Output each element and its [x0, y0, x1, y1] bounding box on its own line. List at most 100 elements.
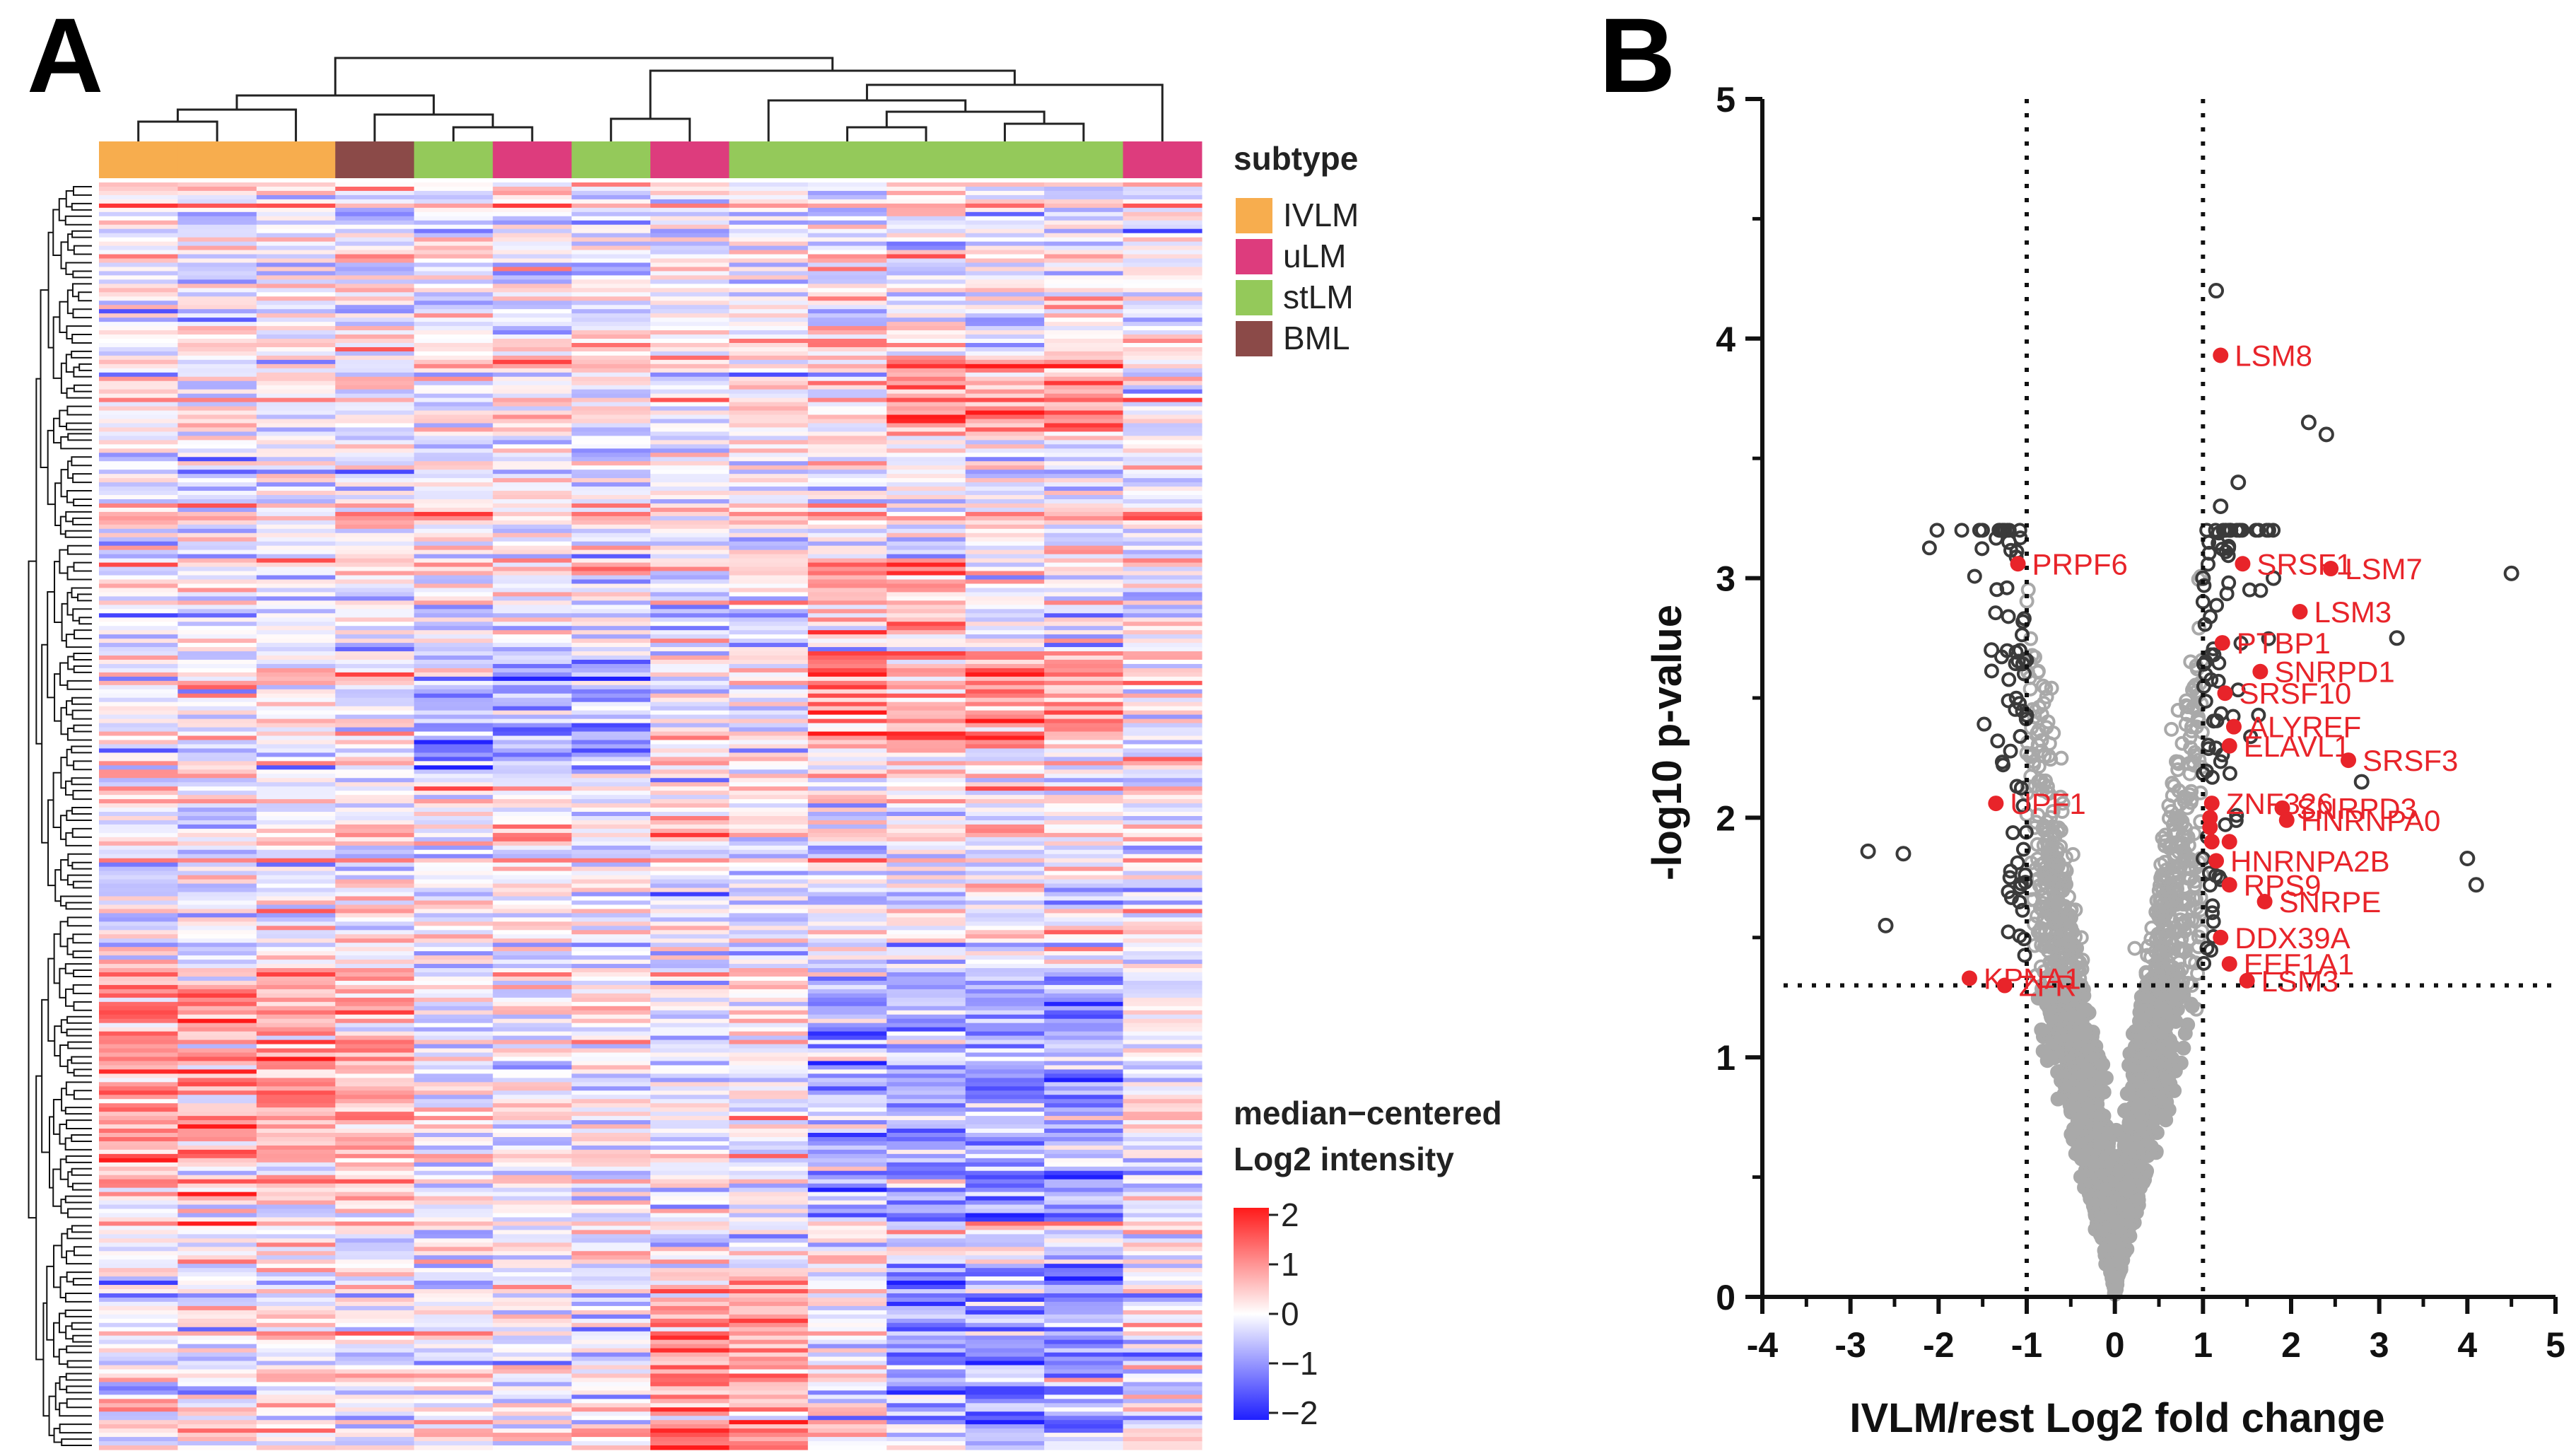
heatmap-cell [99, 862, 179, 868]
heatmap-cell [807, 1289, 887, 1294]
heatmap-cell [256, 1259, 336, 1264]
heatmap-cell [414, 1183, 493, 1189]
heatmap-cell [177, 913, 257, 918]
heatmap-cell [729, 284, 809, 289]
heatmap-cell [335, 1006, 415, 1011]
heatmap-cell [965, 816, 1045, 821]
heatmap-cell [493, 731, 573, 737]
heatmap-cell [886, 639, 966, 643]
heatmap-cell [99, 1318, 179, 1324]
heatmap-cell [650, 470, 730, 474]
heatmap-cell [1044, 663, 1124, 669]
heatmap-cell [493, 579, 573, 585]
heatmap-cell [99, 558, 179, 564]
dendrogram-link [66, 1119, 92, 1130]
heatmap-cell [177, 976, 257, 982]
heatmap-cell [650, 372, 730, 378]
heatmap-cell [571, 1187, 651, 1193]
heatmap-cell [886, 376, 966, 382]
heatmap-cell [1123, 1175, 1202, 1180]
heatmap-cell [493, 1255, 573, 1260]
dendrogram-link [28, 560, 37, 1219]
heatmap-cell [335, 984, 415, 990]
dendrogram-link [64, 1309, 92, 1317]
heatmap-cell [965, 1039, 1045, 1045]
heatmap-cell [1044, 440, 1124, 445]
heatmap-cell [886, 389, 966, 395]
heatmap-cell [414, 1112, 493, 1117]
heatmap-cell [414, 194, 493, 200]
heatmap-cell [99, 1129, 179, 1134]
heatmap-cell [729, 554, 809, 559]
heatmap-cell [650, 714, 730, 720]
heatmap-cell [1044, 355, 1124, 361]
heatmap-cell [1123, 1293, 1202, 1298]
heatmap-cell [807, 892, 887, 897]
heatmap-cell [1123, 491, 1202, 496]
heatmap-cell [493, 520, 573, 525]
heatmap-cell [177, 1069, 257, 1074]
heatmap-cell [1123, 495, 1202, 500]
heatmap-cell [493, 921, 573, 926]
heatmap-cell [335, 334, 415, 339]
heatmap-cell [99, 744, 179, 750]
heatmap-cell [1123, 1365, 1202, 1370]
heatmap-cell [650, 900, 730, 906]
heatmap-cell [650, 524, 730, 530]
heatmap-cell [177, 1116, 257, 1121]
heatmap-cell [1044, 245, 1124, 251]
heatmap-cell [650, 376, 730, 382]
heatmap-cell [886, 634, 966, 639]
heatmap-cell [807, 1217, 887, 1223]
heatmap-cell [571, 1001, 651, 1007]
heatmap-cell [729, 909, 809, 914]
heatmap-cell [807, 812, 887, 817]
heatmap-cell [1044, 727, 1124, 733]
heatmap-cell [807, 706, 887, 711]
heatmap-cell [650, 972, 730, 977]
heatmap-cell [177, 309, 257, 314]
heatmap-cell [335, 368, 415, 373]
heatmap-cell [493, 245, 573, 251]
heatmap-cell [1123, 1145, 1202, 1151]
heatmap-cell [414, 1014, 493, 1020]
heatmap-cell [99, 427, 179, 433]
heatmap-cell [807, 1310, 887, 1315]
heatmap-cell [414, 436, 493, 441]
heatmap-cell [1123, 1153, 1202, 1159]
heatmap-cell [650, 186, 730, 192]
heatmap-cell [886, 1386, 966, 1391]
heatmap-cell [1044, 1078, 1124, 1083]
heatmap-cell [1044, 1090, 1124, 1095]
heatmap-cell [414, 968, 493, 973]
colorbar-tick-2: 2 [1281, 1196, 1299, 1233]
heatmap-cell [493, 1318, 573, 1324]
heatmap-cell [729, 318, 809, 322]
heatmap-cell [335, 279, 415, 284]
subtype-cell [99, 141, 178, 178]
heatmap-cell [177, 824, 257, 829]
heatmap-cell [1123, 194, 1202, 200]
heatmap-cell [99, 757, 179, 762]
heatmap-cell [729, 1378, 809, 1383]
heatmap-cell [99, 976, 179, 982]
heatmap-cell [1123, 385, 1202, 390]
heatmap-cell [965, 913, 1045, 918]
heatmap-cell [335, 1390, 415, 1395]
heatmap-cell [177, 1129, 257, 1134]
heatmap-cell [886, 1373, 966, 1379]
heatmap-cell [571, 778, 651, 783]
heatmap-cell [99, 1403, 179, 1408]
heatmap-cell [414, 926, 493, 931]
heatmap-cell [493, 845, 573, 851]
heatmap-cell [886, 1170, 966, 1176]
dendrogram-link [66, 1398, 92, 1409]
heatmap-cell [99, 748, 179, 753]
heatmap-cell [571, 397, 651, 403]
dendrogram-link [71, 283, 92, 298]
heatmap-cell [493, 326, 573, 331]
heatmap-cell [965, 1251, 1045, 1256]
heatmap-cell [886, 1301, 966, 1307]
heatmap-cell [729, 1352, 809, 1358]
heatmap-cell [729, 727, 809, 733]
